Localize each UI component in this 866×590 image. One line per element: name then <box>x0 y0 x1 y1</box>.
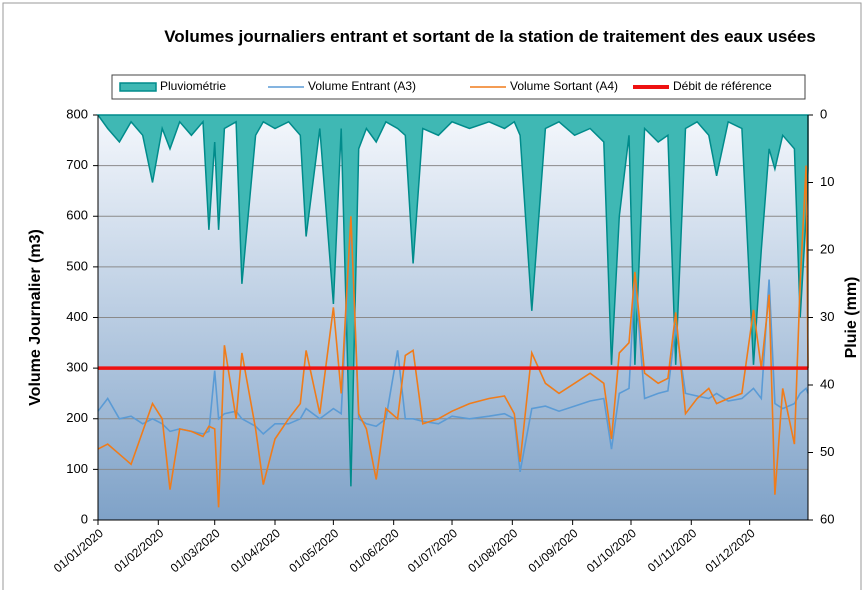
y2-tick-label: 20 <box>820 241 834 256</box>
y-tick-label: 100 <box>66 461 88 476</box>
legend-label: Volume Sortant (A4) <box>510 79 618 93</box>
y-tick-label: 0 <box>81 511 88 526</box>
legend-swatch <box>119 82 157 92</box>
y2-tick-label: 30 <box>820 309 834 324</box>
y2-tick-label: 10 <box>820 174 834 189</box>
y-tick-label: 800 <box>66 106 88 121</box>
y-tick-label: 500 <box>66 258 88 273</box>
y2-tick-label: 50 <box>820 444 834 459</box>
chart-title: Volumes journaliers entrant et sortant d… <box>164 27 816 46</box>
y2-axis-title: Pluie (mm) <box>843 277 860 359</box>
legend-label: Débit de référence <box>673 79 772 93</box>
y-tick-label: 700 <box>66 157 88 172</box>
y2-tick-label: 40 <box>820 376 834 391</box>
y-tick-label: 200 <box>66 410 88 425</box>
y2-tick-label: 0 <box>820 106 827 121</box>
y2-tick-label: 60 <box>820 511 834 526</box>
rain-area <box>96 114 809 487</box>
legend-label: Volume Entrant (A3) <box>308 79 416 93</box>
y-tick-label: 400 <box>66 309 88 324</box>
y-axis-title: Volume Journalier (m3) <box>27 229 44 406</box>
legend-box <box>111 74 806 100</box>
volume-line <box>97 165 809 508</box>
volume-line <box>97 221 809 473</box>
y-tick-label: 600 <box>66 208 88 223</box>
legend-label: Pluviométrie <box>160 79 226 93</box>
y-tick-label: 300 <box>66 360 88 375</box>
